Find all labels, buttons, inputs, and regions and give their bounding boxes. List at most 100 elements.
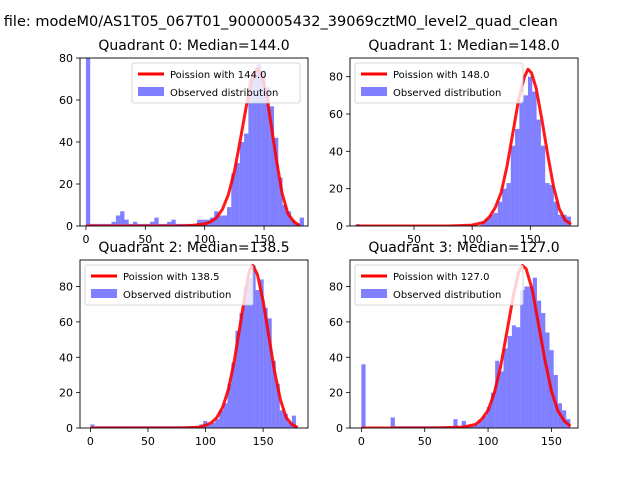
quadrant-2-title: Quadrant 2: Median=138.5	[98, 240, 289, 256]
quadrant-0-hist-bar	[197, 219, 202, 226]
quadrant-0-title: Quadrant 0: Median=144.0	[98, 38, 289, 54]
quadrant-0-panel: Quadrant 0: Median=144.0 0 50 100 150 0 20 40 60…	[59, 38, 309, 246]
quadrant-1-xtick-label: 50	[407, 233, 421, 246]
quadrant-0-hist-bar	[218, 215, 223, 226]
quadrant-1-hist-bar	[523, 95, 528, 226]
quadrant-3-hist-bar	[461, 420, 466, 428]
quadrant-1-hist-bar	[484, 218, 490, 226]
quadrant-3-hist-bar	[490, 392, 496, 428]
quadrant-3-fit-curve	[361, 263, 572, 428]
quadrant-1-plot-area	[355, 67, 572, 226]
quadrant-0-hist-bar	[252, 72, 257, 226]
quadrant-2-plot-area	[90, 263, 299, 428]
quadrant-0-hist-bar	[274, 137, 279, 226]
quadrant-1-hist-bar	[527, 76, 533, 226]
quadrant-3-hist-bar	[520, 290, 525, 428]
quadrant-0-hist-bar	[235, 163, 240, 226]
quadrant-1-legend-box	[354, 62, 524, 104]
quadrant-1-hist-bar	[532, 91, 537, 226]
quadrant-2-xtick-label: 100	[195, 435, 216, 448]
quadrant-2-axes-frame	[79, 259, 309, 429]
quadrant-1-hist-bar	[553, 201, 559, 226]
quadrant-2-ytick-label: 0	[66, 422, 73, 435]
quadrant-3-hist-bar	[524, 286, 529, 428]
quadrant-0-hist-bar	[299, 217, 304, 226]
quadrant-3-xtick-label: 0	[358, 435, 365, 448]
quadrant-2-hist-bar	[275, 383, 280, 428]
quadrant-1-hist-bar	[506, 183, 511, 226]
quadrant-0-hist-bar	[282, 205, 287, 226]
quadrant-3-hist-bar	[503, 348, 508, 428]
quadrant-3-ytick-label: 80	[329, 281, 343, 294]
quadrant-0-hist-bar	[111, 221, 116, 226]
quadrant-1-legend-hist-label: Observed distribution	[393, 88, 501, 99]
quadrant-1-hist-bar	[519, 100, 524, 226]
quadrant-0-hist-bar	[132, 221, 138, 226]
quadrant-0-hist-bar	[244, 133, 249, 226]
quadrant-3-title: Quadrant 3: Median=127.0	[368, 240, 559, 256]
quadrant-1-ytick-label: 0	[336, 220, 343, 233]
quadrant-0-hist-bar	[150, 221, 155, 226]
quadrant-0-hist-bar	[227, 207, 232, 226]
quadrant-3-hist-bar	[528, 286, 533, 428]
quadrant-0-hist-bar	[120, 211, 125, 226]
quadrant-3-legend-box	[354, 264, 524, 306]
quadrant-1-ytick-label: 80	[329, 71, 343, 84]
quadrant-0-hist-bar	[261, 70, 266, 226]
quadrant-1-hist-bar	[497, 201, 503, 226]
quadrant-1-hist-bar	[549, 184, 554, 226]
quadrant-3-hist-bar	[474, 424, 479, 428]
quadrant-3-legend-hist-label: Observed distribution	[393, 290, 501, 301]
quadrant-3-panel: Quadrant 3: Median=127.0 0 50 100 150 0 20 40 60…	[329, 240, 579, 448]
quadrant-1-hist-bar	[493, 212, 498, 226]
quadrant-3-hist-bar	[499, 371, 504, 428]
quadrant-3-hist-bar	[536, 300, 542, 428]
quadrant-0-xtick-label: 150	[254, 233, 275, 246]
quadrant-0-ytick-label: 80	[59, 52, 73, 65]
quadrant-2-legend-hist-swatch	[91, 289, 117, 298]
quadrant-2-hist-bar	[271, 360, 276, 428]
quadrant-2-ytick-label: 60	[59, 316, 73, 329]
quadrant-0-xtick-label: 100	[194, 233, 215, 246]
quadrant-1-hist-bar	[489, 214, 494, 226]
quadrant-2-hist-bar	[207, 424, 212, 428]
quadrant-3-hist-bar	[390, 417, 395, 428]
quadrant-3-plot-area	[361, 263, 572, 428]
quadrant-1-title: Quadrant 1: Median=148.0	[368, 38, 559, 54]
quadrant-1-axes-frame	[349, 57, 579, 227]
quadrant-0-plot-area	[85, 58, 304, 226]
quadrant-3-hist-bar	[486, 406, 491, 428]
quadrant-2-hist-bar	[239, 313, 244, 428]
quadrant-3-hist-bar	[532, 277, 537, 428]
quadrant-0-hist-bar	[167, 221, 172, 226]
quadrant-0-legend-box	[131, 62, 301, 104]
quadrant-1-hist-bar	[540, 145, 546, 226]
quadrant-2-xtick-label: 150	[253, 435, 274, 448]
quadrant-3-ytick-label: 40	[329, 351, 343, 364]
quadrant-0-ytick-label: 20	[59, 178, 73, 191]
quadrant-2-panel: Quadrant 2: Median=138.5 0 50 100 150 0 20 40 60…	[59, 240, 309, 448]
figure-suptitle: n file: modeM0/AS1T05_067T01_9000005432_…	[0, 14, 558, 30]
quadrant-1-hist-bar	[536, 119, 541, 226]
quadrant-2-hist-bar	[291, 415, 296, 428]
quadrant-0-hist-bar	[256, 64, 262, 226]
quadrant-0-hist-bar	[231, 173, 236, 226]
quadrant-1-hist-bar	[510, 145, 516, 226]
quadrant-1-hist-bar	[545, 183, 550, 226]
quadrant-0-legend-hist-label: Observed distribution	[170, 88, 278, 99]
quadrant-2-legend: Poission with 138.5 Observed distribution	[84, 264, 254, 306]
quadrant-0-fit-curve	[85, 67, 301, 226]
quadrant-1-ytick-label: 20	[329, 183, 343, 196]
quadrant-2-ytick-label: 80	[59, 281, 73, 294]
quadrant-2-fit-curve	[90, 263, 299, 428]
quadrant-3-hist-bar	[545, 332, 550, 428]
quadrant-3-hist-bar	[470, 426, 475, 428]
quadrant-3-legend: Poission with 127.0 Observed distribution	[354, 264, 524, 306]
quadrant-3-axes-frame	[349, 259, 579, 429]
quadrant-2-hist-bar	[219, 410, 224, 428]
quadrant-2-hist-bar	[251, 265, 256, 428]
quadrant-2-xtick-label: 50	[141, 435, 155, 448]
quadrant-2-legend-fit-label: Poission with 138.5	[123, 272, 219, 283]
quadrant-2-hist-bar	[235, 330, 240, 428]
